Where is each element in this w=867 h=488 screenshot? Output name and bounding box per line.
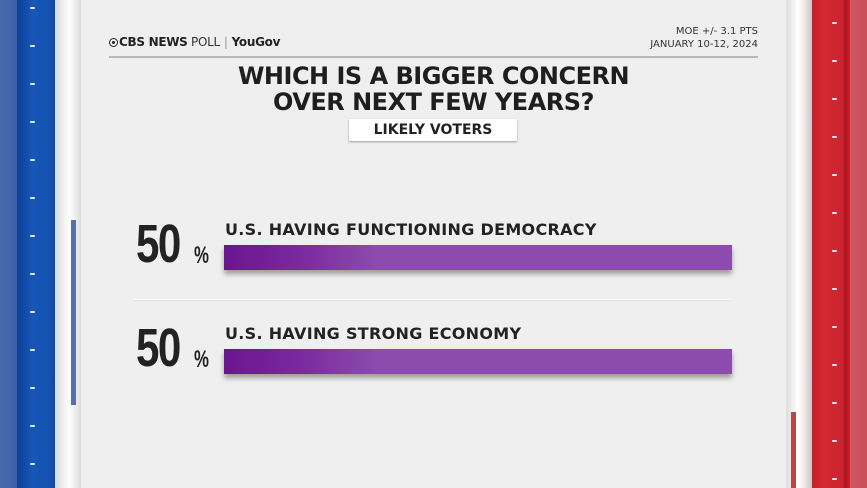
- result-bar: [224, 245, 732, 270]
- rail-rivet-icon: [30, 45, 35, 47]
- margin-of-error: MOE +/- 3.1 PTS: [675, 26, 758, 37]
- brand-logo: CBS NEWS POLL | YouGov: [109, 35, 280, 49]
- title-line-2: OVER NEXT FEW YEARS?: [273, 88, 594, 116]
- result-row: 50 % U.S. HAVING FUNCTIONING DEMOCRACY: [134, 214, 734, 294]
- rail-rivet-icon: [832, 402, 837, 404]
- poll-dates: JANUARY 10-12, 2024: [650, 39, 758, 50]
- right-rail-outer: [850, 0, 867, 488]
- rail-rivet-icon: [832, 174, 837, 176]
- poll-meta: MOE +/- 3.1 PTS JANUARY 10-12, 2024: [650, 25, 758, 51]
- bar-track: [224, 245, 732, 270]
- right-red-rail: [812, 0, 850, 488]
- brand-partner: YouGov: [231, 35, 281, 49]
- left-blue-rail: [17, 0, 55, 488]
- rail-rivet-icon: [832, 326, 837, 328]
- right-rail-bevel: [786, 0, 812, 488]
- bar-track: [224, 349, 732, 374]
- rail-rivet-icon: [30, 387, 35, 389]
- row-divider: [134, 299, 732, 301]
- percent-sign: %: [194, 346, 209, 373]
- rail-rivet-icon: [30, 121, 35, 123]
- poll-header: CBS NEWS POLL | YouGov MOE +/- 3.1 PTS JAN…: [109, 26, 758, 58]
- rail-rivet-icon: [30, 311, 35, 313]
- title-line-1: WHICH IS A BIGGER CONCERN: [237, 62, 630, 90]
- rail-rivet-icon: [832, 250, 837, 252]
- rail-rivet-icon: [832, 478, 837, 480]
- left-rail-accent: [71, 220, 76, 405]
- rail-rivet-icon: [832, 98, 837, 100]
- rail-rivet-icon: [30, 235, 35, 237]
- rail-rivet-icon: [832, 440, 837, 442]
- rail-rivet-icon: [832, 364, 837, 366]
- brand-cbs: CBS NEWS: [119, 35, 188, 49]
- chart-title: WHICH IS A BIGGER CONCERN OVER NEXT FEW …: [0, 63, 867, 115]
- rail-rivet-icon: [832, 60, 837, 62]
- rail-rivet-icon: [30, 425, 35, 427]
- percent-value: 50: [136, 214, 181, 274]
- row-label: U.S. HAVING FUNCTIONING DEMOCRACY: [225, 220, 597, 239]
- right-rail-accent: [791, 412, 796, 488]
- rail-rivet-icon: [30, 159, 35, 161]
- rail-rivet-icon: [832, 22, 837, 24]
- left-rail-outer: [0, 0, 17, 488]
- percent-value: 50: [136, 318, 181, 378]
- cbs-eye-icon: [109, 38, 118, 47]
- brand-poll: POLL: [191, 35, 220, 49]
- rail-rivet-icon: [832, 136, 837, 138]
- brand-separator: |: [223, 35, 228, 49]
- result-row: 50 % U.S. HAVING STRONG ECONOMY: [134, 318, 734, 398]
- rail-rivet-icon: [832, 288, 837, 290]
- percent-sign: %: [194, 242, 209, 269]
- result-bar: [224, 349, 732, 374]
- rail-rivet-icon: [30, 197, 35, 199]
- left-rail-bevel: [55, 0, 81, 488]
- rail-rivet-icon: [30, 83, 35, 85]
- rail-rivet-icon: [30, 273, 35, 275]
- rail-rivet-icon: [30, 7, 35, 9]
- rail-rivet-icon: [30, 463, 35, 465]
- rail-rivet-icon: [832, 212, 837, 214]
- row-label: U.S. HAVING STRONG ECONOMY: [225, 324, 522, 343]
- subtitle-pill: LIKELY VOTERS: [349, 119, 517, 141]
- rail-rivet-icon: [30, 349, 35, 351]
